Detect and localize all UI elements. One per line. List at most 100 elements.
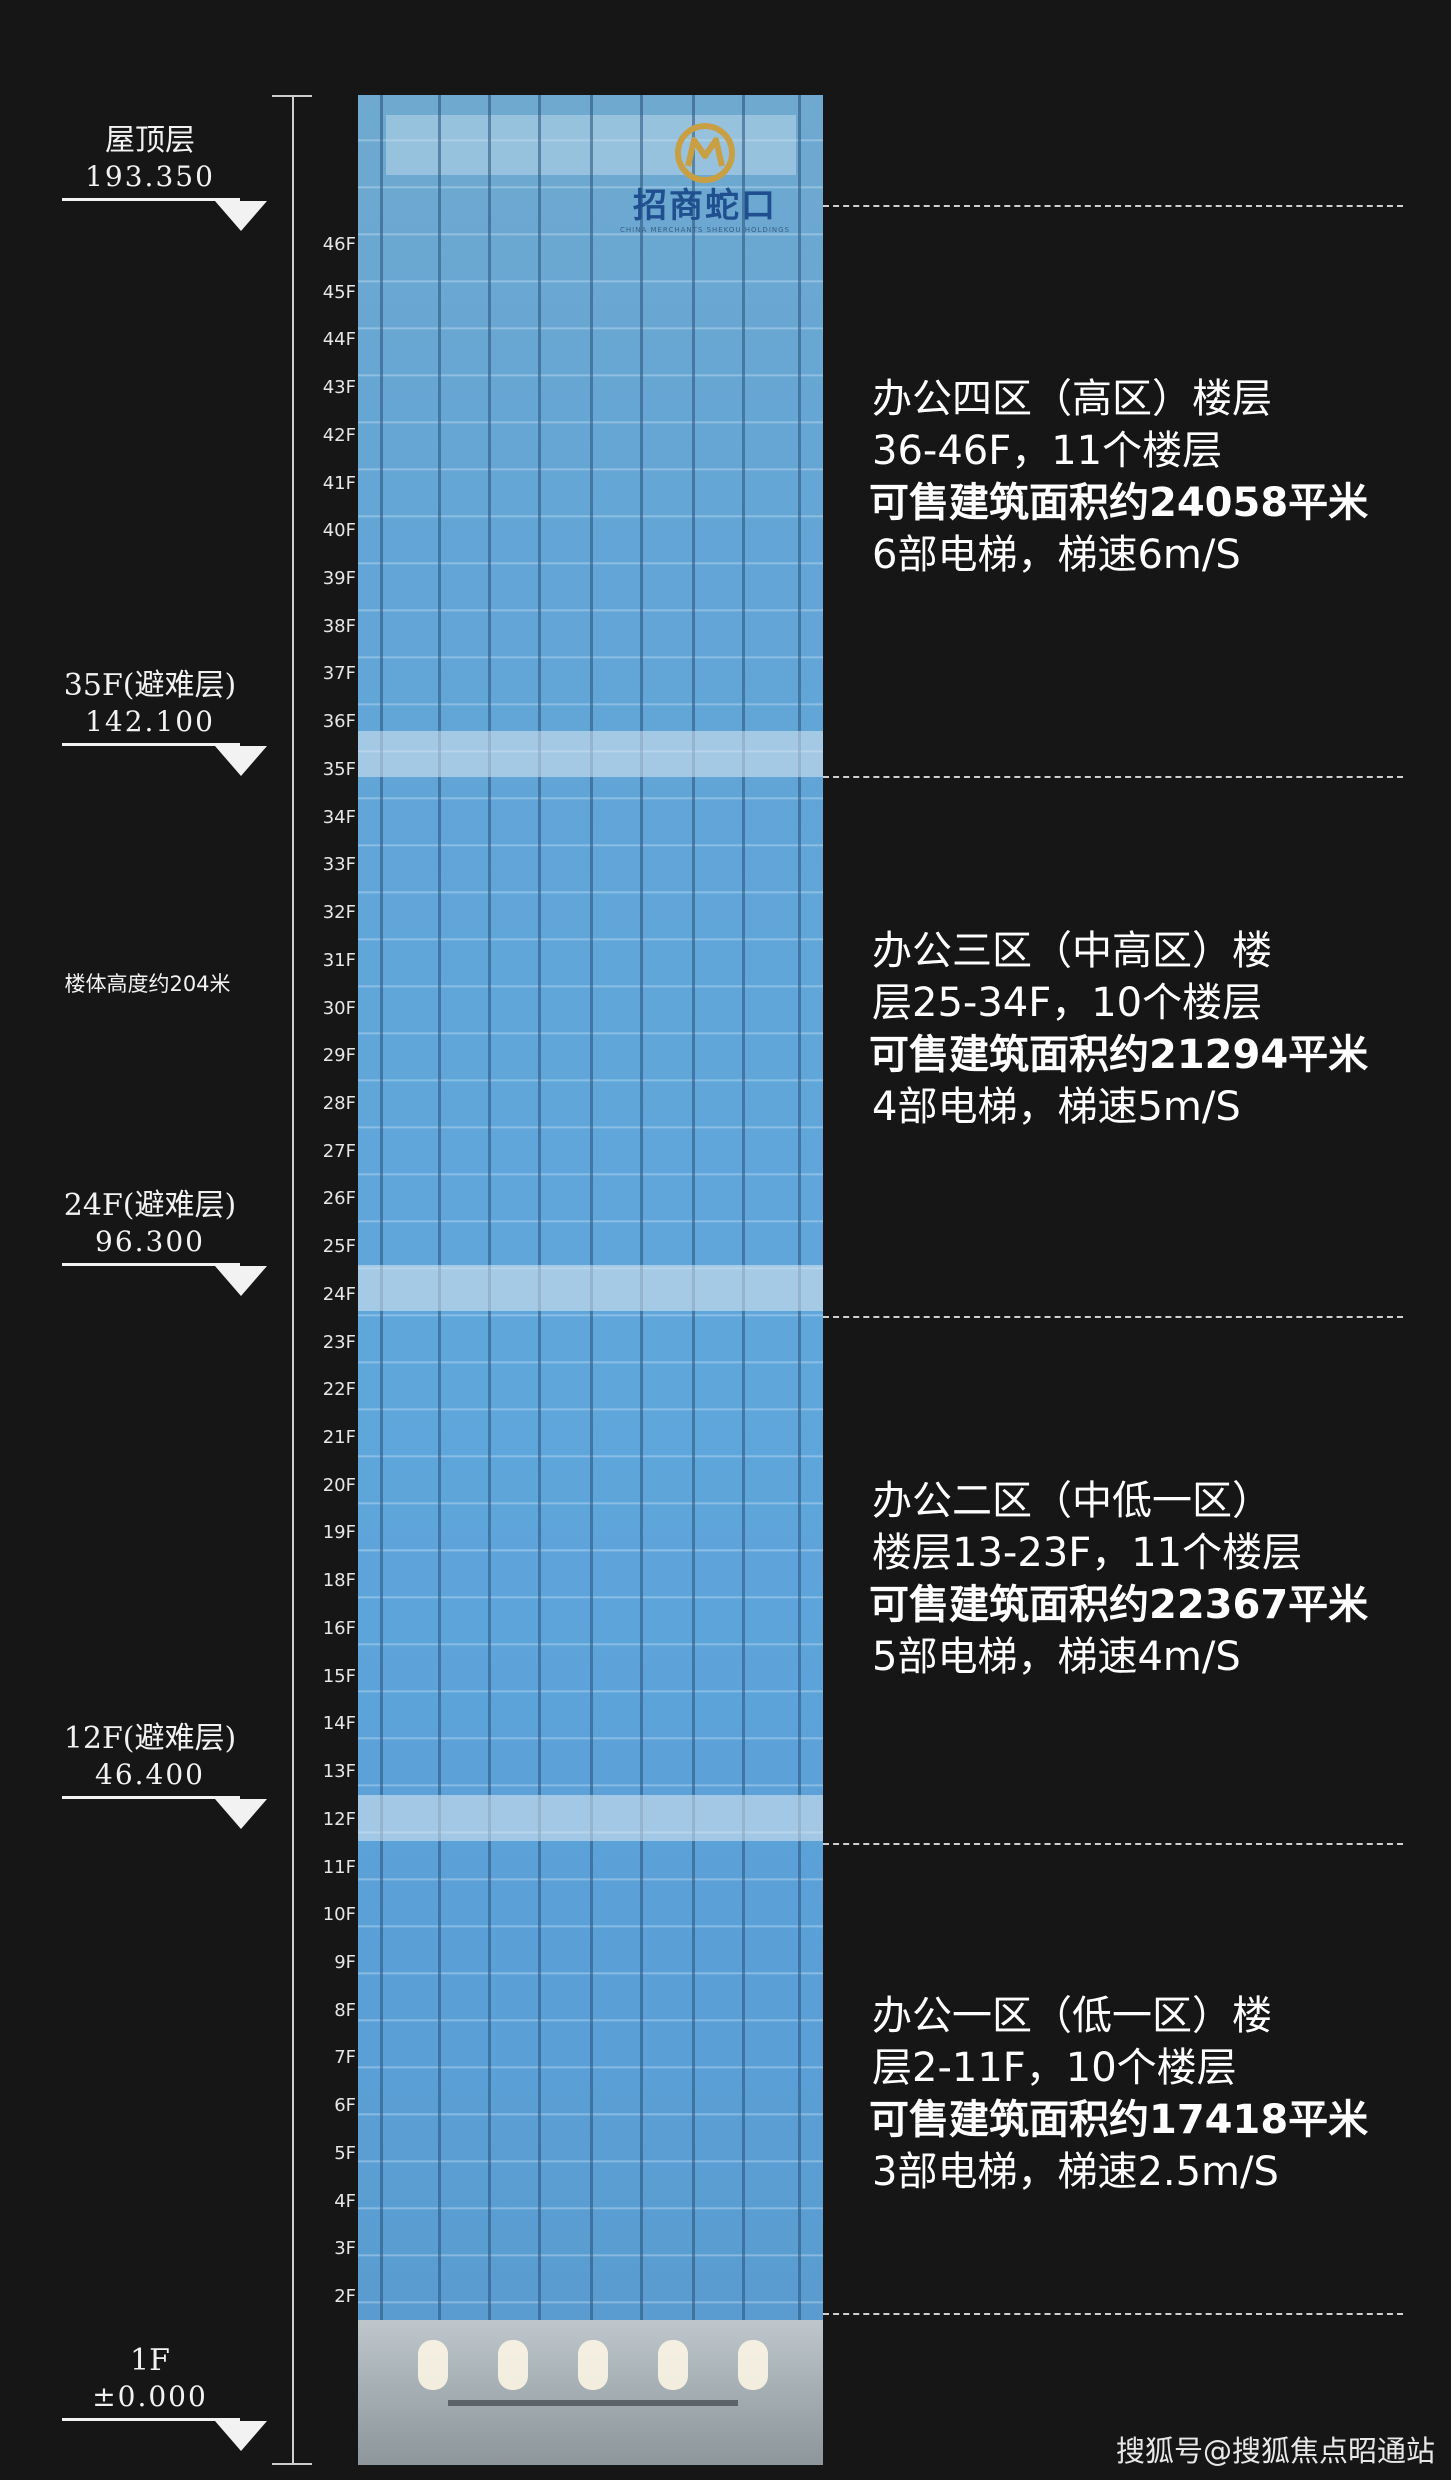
building-height-note: 楼体高度约204米 bbox=[64, 972, 231, 996]
level-triangle-icon bbox=[215, 1266, 267, 1296]
lobby-canopy bbox=[448, 2400, 738, 2406]
zone-elevators: 4部电梯，梯速5m/S bbox=[872, 1084, 1241, 1130]
zone-floors: 楼层13-23F，11个楼层 bbox=[872, 1530, 1303, 1576]
watermark: 搜狐号@搜狐焦点昭通站 bbox=[1115, 2434, 1435, 2468]
level-rule bbox=[62, 743, 240, 746]
level-marker-12f: 12F(避难层) 46.400 bbox=[50, 1720, 267, 1829]
lobby-light bbox=[658, 2340, 688, 2390]
level-rule bbox=[62, 2418, 240, 2421]
developer-logo: 招商蛇口 CHINA MERCHANTS SHEKOU HOLDINGS bbox=[610, 122, 800, 262]
facade-mullion bbox=[538, 95, 541, 2320]
zone-divider-top bbox=[823, 205, 1403, 207]
floor-label: 10F bbox=[322, 1904, 356, 1926]
floor-label: 19F bbox=[322, 1522, 356, 1544]
level-name: 屋顶层 bbox=[105, 123, 195, 158]
level-marker-35f: 35F(避难层) 142.100 bbox=[50, 667, 267, 776]
tower-lobby bbox=[358, 2320, 823, 2465]
zone-elevators: 6部电梯，梯速6m/S bbox=[872, 532, 1241, 578]
zone-floors: 层25-34F，10个楼层 bbox=[872, 980, 1263, 1026]
facade-mullion bbox=[380, 95, 383, 2320]
floor-label: 18F bbox=[322, 1570, 356, 1592]
refuge-floor-band-12f bbox=[358, 1795, 823, 1841]
zone-title: 办公四区（高区）楼层 bbox=[872, 376, 1272, 422]
floor-label: 12F bbox=[322, 1808, 356, 1830]
zone-floors: 层2-11F，10个楼层 bbox=[872, 2045, 1237, 2091]
tower-facade bbox=[358, 95, 823, 2465]
floor-label: 31F bbox=[322, 949, 356, 971]
lobby-light bbox=[498, 2340, 528, 2390]
floor-label: 16F bbox=[322, 1617, 356, 1639]
level-triangle-icon bbox=[215, 746, 267, 776]
level-marker-1f: 1F ±0.000 bbox=[50, 2342, 267, 2451]
level-elevation: 142.100 bbox=[85, 705, 215, 738]
level-elevation: 96.300 bbox=[95, 1225, 205, 1258]
floor-label: 26F bbox=[322, 1188, 356, 1210]
floor-label: 9F bbox=[334, 1951, 356, 1973]
floor-label: 45F bbox=[322, 281, 356, 303]
floor-label: 46F bbox=[322, 234, 356, 255]
zone-divider-2f bbox=[823, 2313, 1403, 2315]
facade-mullion bbox=[438, 95, 441, 2320]
floor-label: 30F bbox=[322, 997, 356, 1019]
floor-label: 15F bbox=[322, 1665, 356, 1687]
floor-label: 8F bbox=[334, 1999, 356, 2021]
floor-label: 14F bbox=[322, 1713, 356, 1735]
zone-divider-12f bbox=[823, 1843, 1403, 1845]
floor-label: 22F bbox=[322, 1379, 356, 1401]
logo-mark-icon bbox=[675, 123, 735, 183]
level-rule bbox=[62, 1796, 240, 1799]
facade-mullion bbox=[692, 95, 695, 2320]
floor-label: 6F bbox=[334, 2095, 356, 2117]
zone-elevators: 5部电梯，梯速4m/S bbox=[872, 1634, 1241, 1680]
zone-title: 办公一区（低一区）楼 bbox=[872, 1993, 1272, 2039]
zone-title: 办公三区（中高区）楼 bbox=[872, 928, 1272, 974]
level-rule bbox=[62, 198, 240, 201]
floor-label: 25F bbox=[322, 1236, 356, 1258]
level-name: 12F(避难层) bbox=[63, 1721, 237, 1756]
floor-label: 32F bbox=[322, 902, 356, 924]
zone-title: 办公二区（中低一区） bbox=[872, 1478, 1272, 1524]
floor-label: 43F bbox=[322, 377, 356, 399]
facade-mullion bbox=[798, 95, 801, 2320]
floor-label: 35F bbox=[322, 758, 356, 780]
level-elevation: 193.350 bbox=[85, 160, 215, 193]
zone-office-4: 办公四区（高区）楼层 36-46F，11个楼层 可售建筑面积约24058平米 6… bbox=[869, 373, 1432, 581]
zone-office-1: 办公一区（低一区）楼 层2-11F，10个楼层 可售建筑面积约17418平米 3… bbox=[869, 1990, 1432, 2198]
level-elevation: ±0.000 bbox=[92, 2380, 208, 2413]
floor-label: 41F bbox=[322, 472, 356, 494]
floor-label: 20F bbox=[322, 1474, 356, 1496]
floor-label: 36F bbox=[322, 711, 356, 733]
floor-label: 2F bbox=[334, 2286, 356, 2307]
zone-area: 可售建筑面积约17418平米 bbox=[869, 2097, 1369, 2143]
floor-label: 42F bbox=[322, 424, 356, 446]
floor-label: 39F bbox=[322, 568, 356, 590]
level-triangle-icon bbox=[215, 201, 267, 231]
floor-label: 3F bbox=[334, 2238, 356, 2260]
facade-mullion bbox=[590, 95, 593, 2320]
floor-label: 37F bbox=[322, 663, 356, 685]
zone-floors: 36-46F，11个楼层 bbox=[872, 428, 1223, 474]
zone-elevators: 3部电梯，梯速2.5m/S bbox=[872, 2149, 1279, 2195]
floor-label: 5F bbox=[334, 2142, 356, 2164]
ruler-bottom-cap bbox=[272, 2463, 312, 2465]
floor-label: 24F bbox=[322, 1283, 356, 1305]
floor-label: 33F bbox=[322, 854, 356, 876]
zone-divider-24f bbox=[823, 1316, 1403, 1318]
floor-label: 40F bbox=[322, 520, 356, 542]
floor-label: 28F bbox=[322, 1092, 356, 1114]
floor-label: 11F bbox=[322, 1856, 356, 1878]
level-rule bbox=[62, 1263, 240, 1266]
zone-area: 可售建筑面积约22367平米 bbox=[869, 1582, 1369, 1628]
level-name: 1F bbox=[130, 2343, 170, 2378]
floor-label: 38F bbox=[322, 615, 356, 637]
level-marker-roof: 屋顶层 193.350 bbox=[50, 122, 267, 231]
floor-label: 4F bbox=[334, 2190, 356, 2212]
facade-mullion bbox=[488, 95, 491, 2320]
facade-mullion bbox=[742, 95, 745, 2320]
zone-area: 可售建筑面积约24058平米 bbox=[869, 480, 1369, 526]
logo-text-en: CHINA MERCHANTS SHEKOU HOLDINGS bbox=[620, 226, 790, 234]
floor-label: 27F bbox=[322, 1140, 356, 1162]
zone-area: 可售建筑面积约21294平米 bbox=[869, 1032, 1369, 1078]
zone-divider-35f bbox=[823, 776, 1403, 778]
